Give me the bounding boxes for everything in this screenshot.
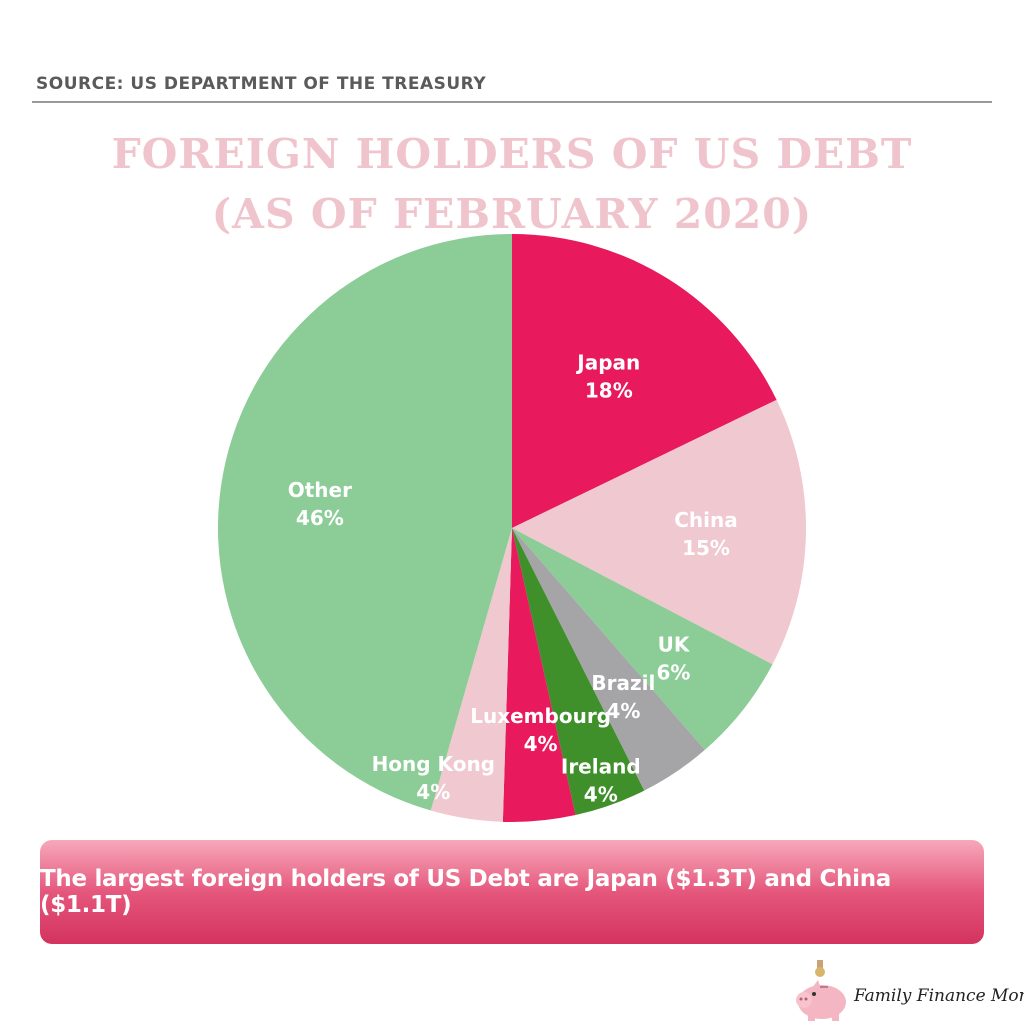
brand-logo: Family Finance Mom: [790, 958, 1024, 1022]
brand-name: Family Finance Mom: [854, 986, 1024, 1006]
slice-label-brazil: Brazil 4%: [591, 671, 655, 723]
slice-label-other: Other 46%: [288, 478, 352, 530]
slice-label-uk: UK 6%: [656, 633, 690, 685]
pie-slice-luxembourg: [502, 528, 576, 822]
chart-subtitle: (AS OF FEBRUARY 2020): [211, 190, 813, 238]
summary-banner: The largest foreign holders of US Debt a…: [40, 840, 984, 944]
pie-slice-uk: [512, 528, 773, 750]
pie-slice-hong-kong: [430, 528, 512, 822]
piggy-bank-icon: [796, 960, 846, 1021]
source-divider: [32, 101, 992, 103]
slice-label-luxembourg: Luxembourg 4%: [470, 704, 611, 756]
summary-text: The largest foreign holders of US Debt a…: [40, 866, 892, 918]
pie-slice-japan: [512, 234, 777, 528]
chart-title-block: FOREIGN HOLDERS OF US DEBT (AS OF FEBRUA…: [0, 124, 1024, 244]
slice-label-ireland: Ireland 4%: [561, 754, 641, 806]
chart-title: FOREIGN HOLDERS OF US DEBT: [111, 130, 913, 178]
slice-label-japan: Japan 18%: [575, 351, 640, 403]
pie-slice-ireland: [512, 528, 645, 816]
pie-slice-other: [218, 234, 512, 811]
slice-label-china: China 15%: [674, 508, 738, 560]
pie-slice-brazil: [512, 528, 705, 791]
pie-slice-china: [512, 399, 806, 665]
slice-label-hong-kong: Hong Kong 4%: [372, 752, 495, 804]
source-note: SOURCE: US DEPARTMENT OF THE TREASURY: [36, 74, 487, 94]
